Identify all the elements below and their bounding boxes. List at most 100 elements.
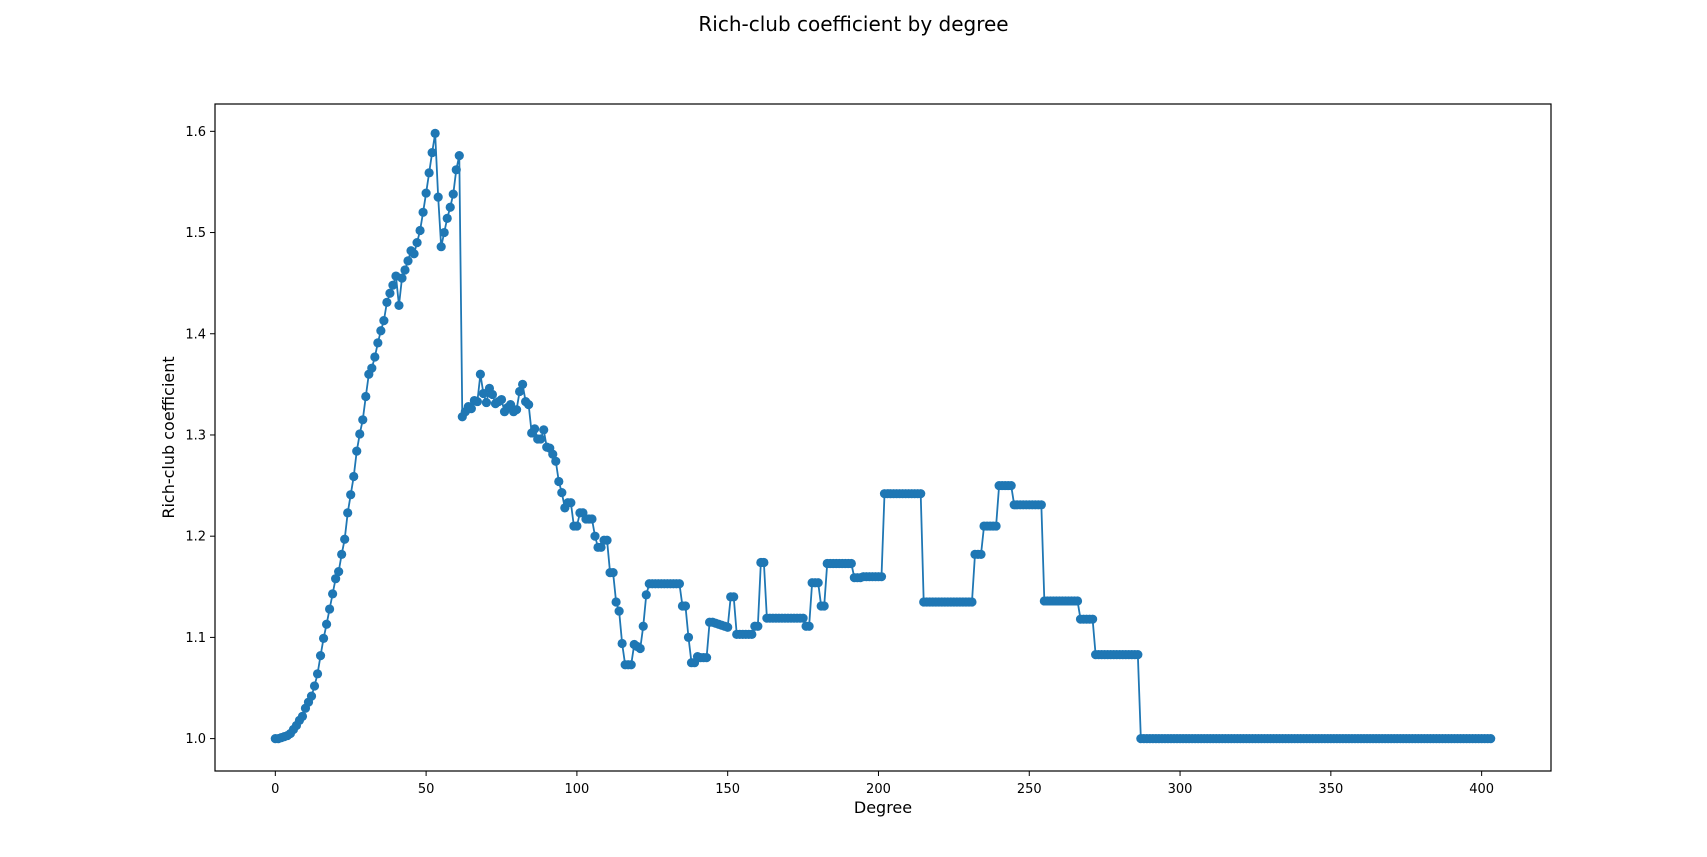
y-axis-ticks: 1.0 1.1 1.2 1.3 1.4 1.5 1.6 xyxy=(185,125,215,747)
y-tick-label: 1.4 xyxy=(185,327,206,342)
data-point xyxy=(729,592,739,602)
y-tick-label: 1.3 xyxy=(185,428,206,443)
data-point xyxy=(373,338,383,348)
data-point xyxy=(421,188,431,198)
data-point xyxy=(478,388,489,399)
data-point xyxy=(602,535,612,545)
x-tick-label: 150 xyxy=(715,782,740,797)
data-point xyxy=(439,227,449,238)
data-point xyxy=(614,606,624,616)
data-point xyxy=(397,273,407,283)
data-point xyxy=(641,590,651,600)
data-point xyxy=(442,213,452,223)
data-point xyxy=(433,192,443,202)
data-point xyxy=(991,521,1001,531)
data-point xyxy=(590,531,600,541)
data-point xyxy=(454,151,464,161)
data-point xyxy=(400,265,410,275)
data-point xyxy=(427,147,437,158)
data-point xyxy=(976,549,986,560)
data-point xyxy=(1006,480,1016,491)
data-point xyxy=(1072,596,1083,606)
data-point xyxy=(1133,650,1143,660)
data-point xyxy=(358,415,368,425)
data-point xyxy=(481,397,492,408)
data-point xyxy=(759,557,769,568)
data-point xyxy=(337,549,347,560)
data-point xyxy=(325,604,335,614)
data-point xyxy=(1088,614,1098,624)
data-point xyxy=(680,601,691,611)
data-point xyxy=(505,400,516,410)
data-point xyxy=(967,597,977,607)
data-point xyxy=(352,446,362,456)
data-point xyxy=(409,249,419,259)
data-point xyxy=(361,391,371,402)
data-point xyxy=(297,711,308,721)
data-point xyxy=(916,489,926,499)
data-point xyxy=(385,288,395,298)
data-point xyxy=(536,434,546,444)
data-point xyxy=(611,597,621,607)
data-point xyxy=(424,168,434,178)
data-point xyxy=(312,669,323,679)
data-point xyxy=(747,629,757,639)
data-point xyxy=(418,207,428,217)
x-tick-label: 250 xyxy=(1017,782,1042,797)
data-point xyxy=(1036,500,1046,510)
data-point xyxy=(701,653,712,663)
data-point xyxy=(318,633,329,644)
x-axis-label: Degree xyxy=(854,798,912,817)
data-point xyxy=(388,280,398,290)
data-point xyxy=(349,471,359,482)
x-tick-label: 300 xyxy=(1168,782,1193,797)
data-point xyxy=(683,632,694,643)
data-point xyxy=(1486,734,1496,744)
data-point xyxy=(557,488,567,498)
data-point xyxy=(436,242,446,252)
data-point xyxy=(819,601,829,611)
y-tick-label: 1.5 xyxy=(185,226,206,241)
data-point xyxy=(846,558,856,569)
data-point xyxy=(608,568,618,578)
data-point xyxy=(524,400,534,410)
data-point xyxy=(804,621,814,631)
x-tick-label: 50 xyxy=(418,782,435,797)
data-point xyxy=(466,404,476,414)
data-point xyxy=(511,405,522,415)
x-tick-label: 400 xyxy=(1469,782,1494,797)
y-axis-label: Rich-club coefficient xyxy=(159,356,178,518)
chart-title: Rich-club coefficient by degree xyxy=(698,12,1008,36)
data-point xyxy=(674,579,685,589)
data-point xyxy=(617,638,627,649)
x-tick-label: 200 xyxy=(866,782,891,797)
data-point xyxy=(394,300,404,311)
data-point xyxy=(753,621,763,631)
data-point xyxy=(798,613,808,623)
data-point xyxy=(346,490,356,500)
data-point xyxy=(472,396,482,407)
data-point xyxy=(587,514,597,524)
y-tick-label: 1.0 xyxy=(185,732,206,747)
x-axis-ticks: 0 50 100 150 200 250 300 350 400 xyxy=(271,771,1494,797)
data-point xyxy=(306,691,317,701)
data-point xyxy=(321,619,332,629)
data-point xyxy=(551,456,561,466)
data-point xyxy=(530,424,540,434)
data-point xyxy=(548,449,558,459)
data-point xyxy=(445,202,455,212)
data-point xyxy=(415,225,425,236)
data-point xyxy=(813,578,823,588)
x-tick-label: 100 xyxy=(564,782,589,797)
data-point xyxy=(430,128,440,138)
data-point xyxy=(515,386,525,397)
data-point xyxy=(566,498,576,508)
data-point xyxy=(626,660,636,670)
data-point xyxy=(309,681,320,691)
plot-area xyxy=(270,128,1496,744)
data-point xyxy=(403,256,413,266)
data-point xyxy=(328,589,338,599)
data-point xyxy=(412,238,422,248)
data-point xyxy=(355,429,365,439)
x-tick-label: 0 xyxy=(271,782,279,797)
